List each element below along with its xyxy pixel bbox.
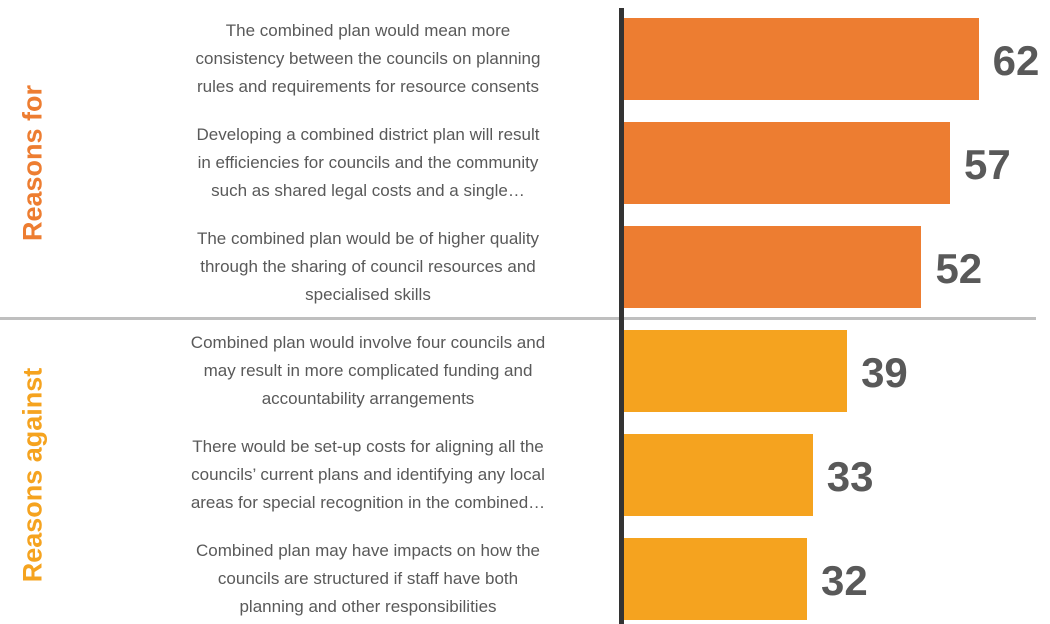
category-label-line: Combined plan may have impacts on how th… <box>196 541 540 560</box>
category-label-line: The combined plan would mean more <box>225 21 511 40</box>
category-label: Combined plan may have impacts on how th… <box>118 537 618 621</box>
group-label: Reasons against <box>17 367 48 583</box>
value-label: 57 <box>964 141 1011 188</box>
category-label-line: councils are structured if staff have bo… <box>217 569 519 588</box>
category-label-line: may result in more complicated funding a… <box>203 361 533 380</box>
bar <box>624 18 979 100</box>
value-label: 39 <box>861 349 908 396</box>
value-label: 33 <box>826 453 874 500</box>
category-label-line: councils’ current plans and identifying … <box>191 465 545 484</box>
category-label-line: through the sharing of council resources… <box>200 257 536 276</box>
category-label-line: specialised skills <box>305 285 431 304</box>
category-label-line: areas for special recognition in the com… <box>190 493 546 512</box>
category-label-line: such as shared legal costs and a single… <box>211 181 525 200</box>
category-label-line: Combined plan would involve four council… <box>190 333 546 352</box>
bar <box>624 434 813 516</box>
category-label-line: accountability arrangements <box>261 389 475 408</box>
bar <box>624 330 848 412</box>
category-label-line: rules and requirements for resource cons… <box>196 77 540 96</box>
category-label: Developing a combined district plan will… <box>118 121 618 205</box>
category-label: The combined plan would mean more consist… <box>118 17 618 101</box>
category-label-line: consistency between the councils on plan… <box>195 49 541 68</box>
category-label: There would be set-up costs for aligning… <box>118 433 618 517</box>
category-label-line: Developing a combined district plan will… <box>196 125 540 144</box>
category-label-line: in efficiencies for councils and the com… <box>197 153 539 172</box>
category-axis <box>619 8 624 624</box>
category-label-line: planning and other responsibilities <box>239 597 497 616</box>
category-label-line: The combined plan would be of higher qua… <box>196 229 540 248</box>
group-separator <box>0 317 1036 320</box>
category-label: Combined plan would involve four council… <box>118 329 618 413</box>
group-label: Reasons for <box>17 84 48 242</box>
category-label-line: There would be set-up costs for aligning… <box>192 437 544 456</box>
value-label: 62 <box>992 37 1040 84</box>
value-label: 32 <box>821 557 868 604</box>
value-label: 52 <box>935 245 983 292</box>
bar <box>624 538 808 620</box>
bar <box>624 122 951 204</box>
bar <box>624 226 922 308</box>
category-label: The combined plan would be of higher qua… <box>118 225 618 309</box>
